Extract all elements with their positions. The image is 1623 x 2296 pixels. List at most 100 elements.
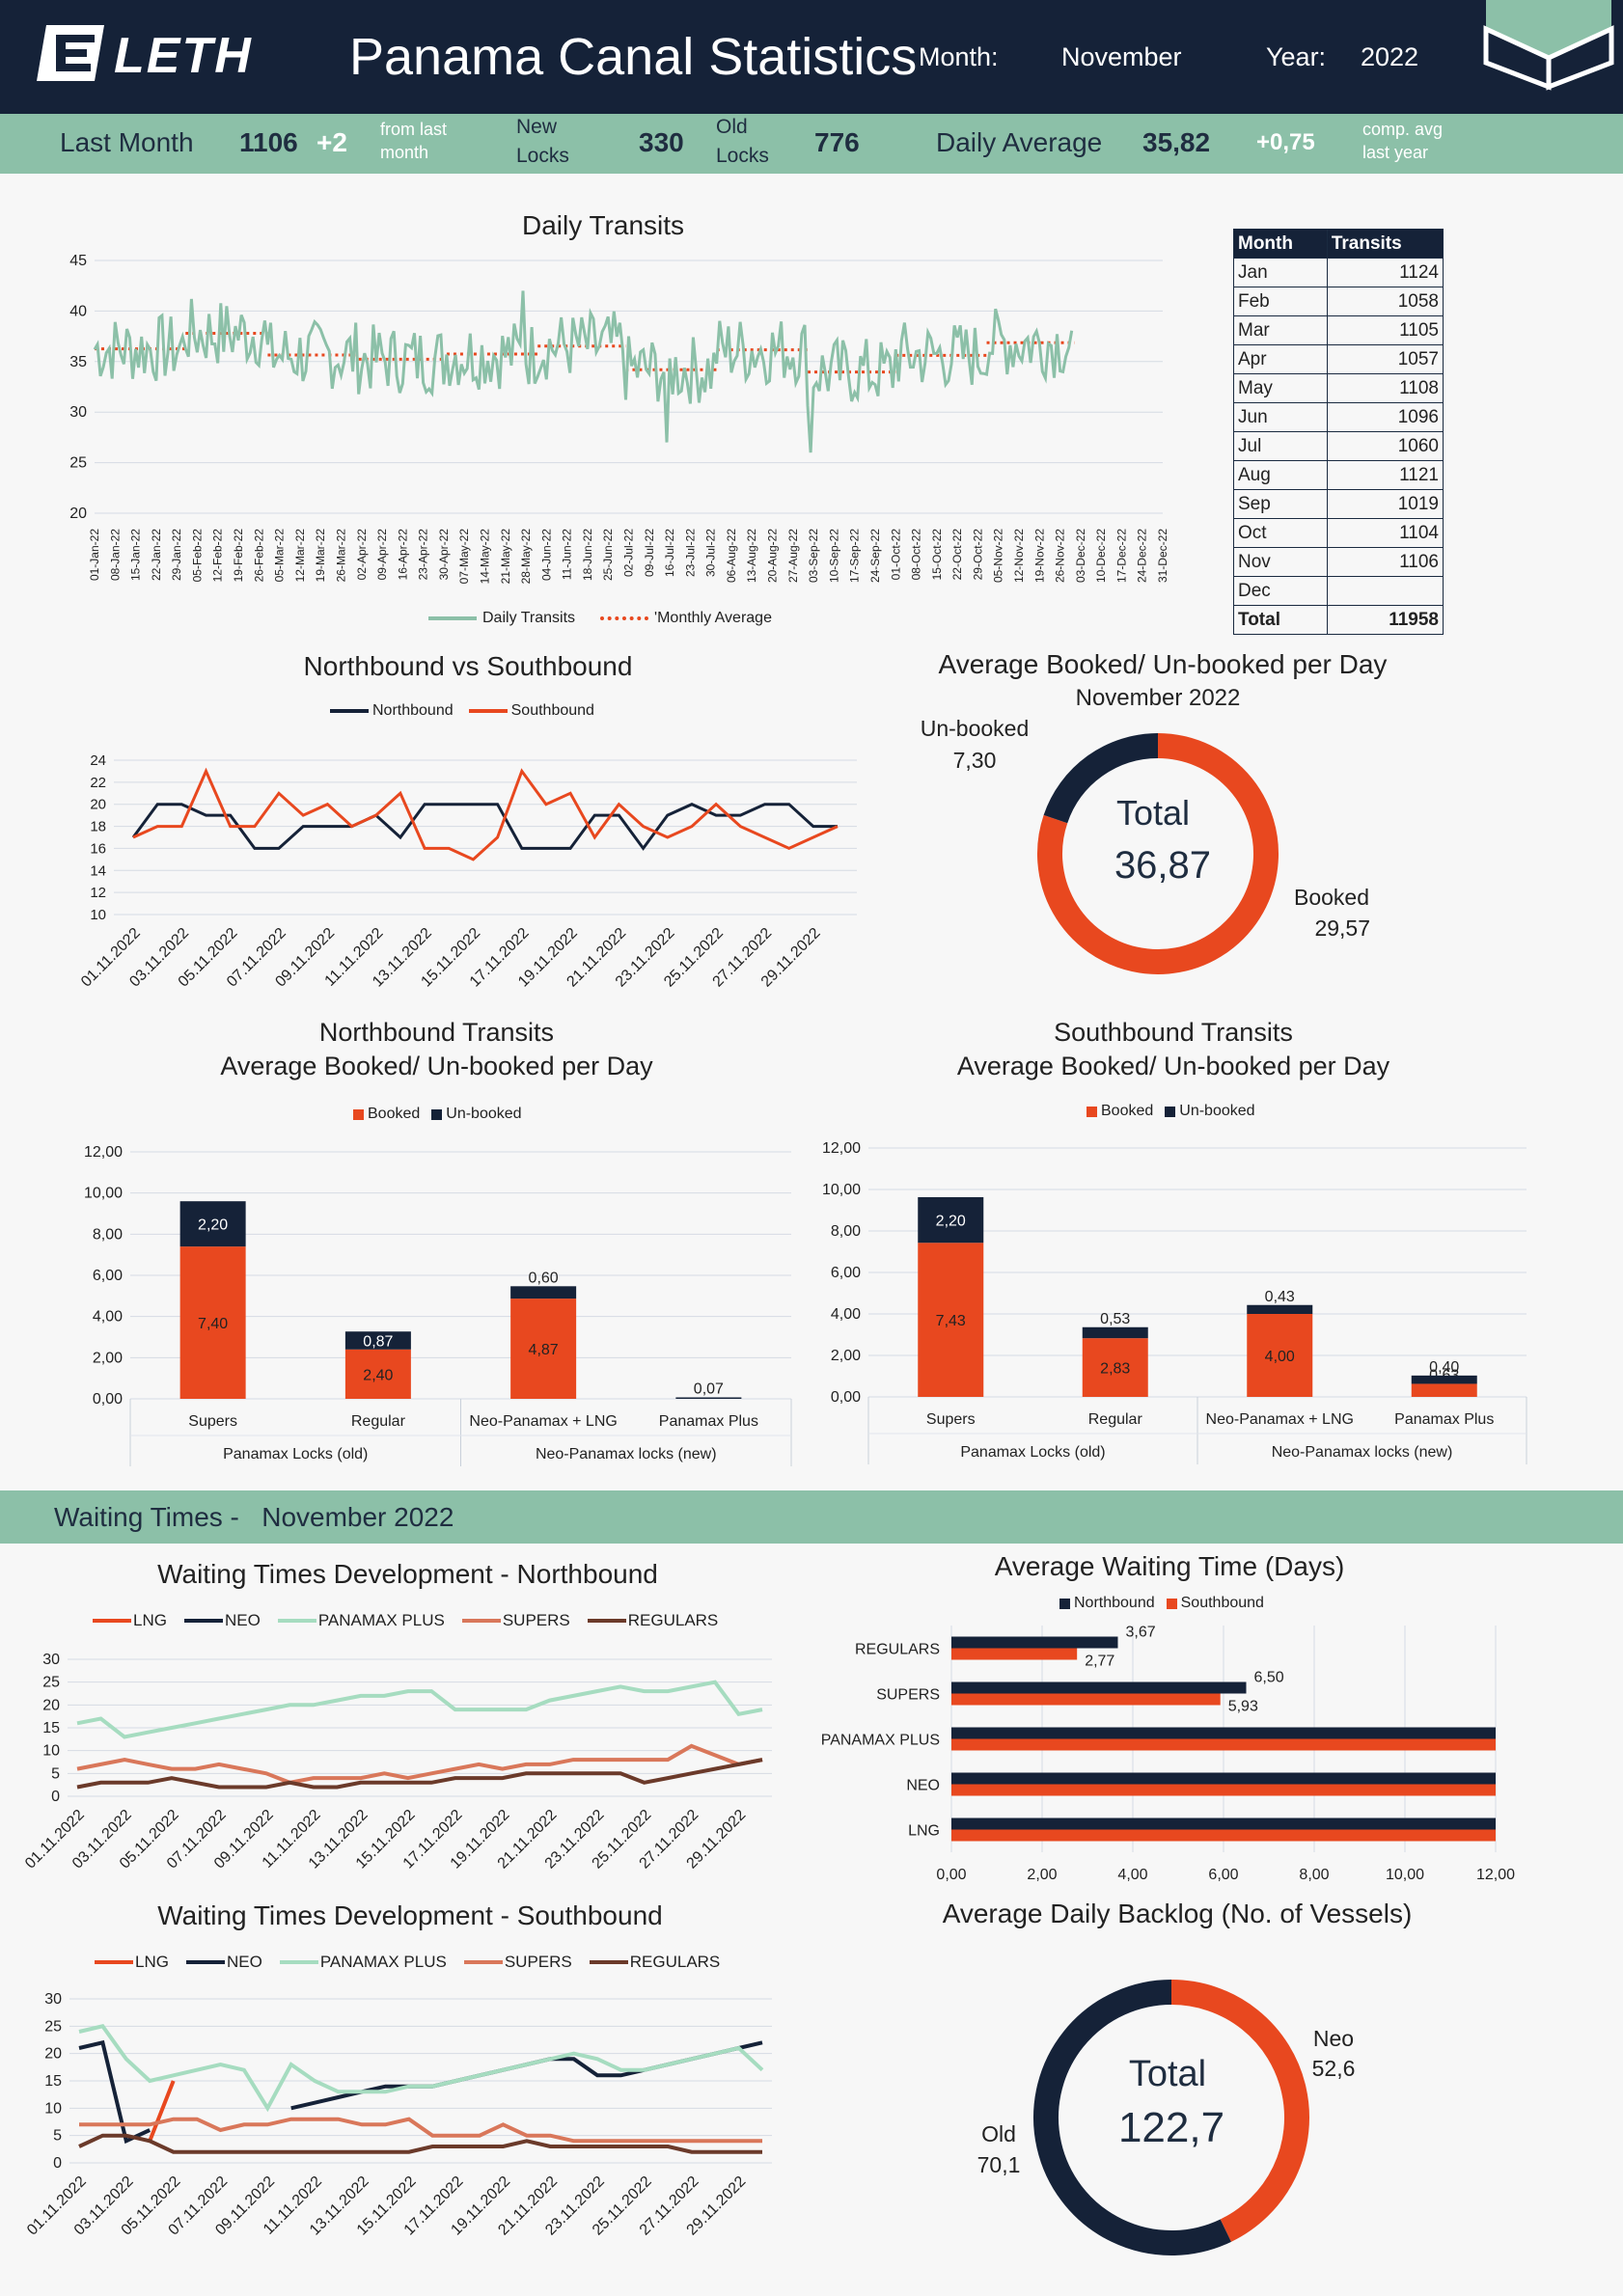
donut-label-booked-value: 29,57 — [1314, 916, 1370, 941]
x-tick-label: 19-Mar-22 — [314, 529, 327, 583]
x-tick-label: 16-Apr-22 — [396, 529, 409, 581]
table-cell-month: Oct — [1233, 518, 1328, 548]
x-tick-label: 10,00 — [1386, 1867, 1424, 1883]
x-tick-label: 26-Nov-22 — [1054, 529, 1067, 583]
wts-chart: 05101520253001.11.202203.11.202205.11.20… — [24, 1991, 772, 2239]
table-cell-transits: 1121 — [1326, 460, 1444, 490]
legend-northbound: Northbound — [372, 702, 454, 719]
page-title: Panama Canal Statistics — [349, 28, 918, 86]
legend-label: REGULARS — [629, 1953, 721, 1971]
x-category-label: Panamax Plus — [1394, 1411, 1494, 1428]
monthly-transits-table: Month Transits Jan 1124 Feb 1058 Mar 1105 Apr 1… — [1233, 229, 1444, 635]
legend-swatch-unbooked — [431, 1108, 443, 1120]
legend-monthly-average: 'Monthly Average — [654, 610, 772, 626]
legend-swatch — [185, 1960, 225, 1964]
table-row: Jul 1060 — [1233, 431, 1444, 461]
x-category-label: Supers — [188, 1413, 237, 1430]
x-tick-label: 02-Apr-22 — [355, 529, 369, 581]
y-tick-label: 30 — [44, 1991, 62, 2008]
y-tick-label: 40 — [69, 303, 87, 319]
series-line-supers — [76, 1743, 763, 1785]
kpi-from-last-1: from last — [380, 120, 448, 139]
month-value[interactable]: November — [1061, 42, 1182, 71]
table-cell-month: Jul — [1233, 431, 1328, 461]
year-value[interactable]: 2022 — [1361, 42, 1419, 71]
bar-booked — [1082, 1338, 1148, 1397]
bar-data-label: 0,40 — [1429, 1359, 1459, 1376]
bar-booked — [1411, 1383, 1477, 1397]
group-label: Neo-Panamax locks (new) — [1272, 1444, 1453, 1461]
kpi-old-locks-1: Old — [716, 116, 748, 138]
wtn-title: Waiting Times Development - Northbound — [157, 1559, 658, 1589]
series-line-supers — [79, 2117, 762, 2144]
bar-un-booked — [675, 1397, 742, 1399]
bar-un-booked — [179, 1201, 246, 1247]
bar-booked — [179, 1246, 246, 1399]
legend-swatch — [461, 1619, 501, 1623]
y-tick-label: 15 — [44, 2073, 62, 2090]
kpi-new-locks-1: New — [516, 116, 558, 138]
legend-sb: Southbound — [1180, 1595, 1264, 1611]
y-tick-label: 0,00 — [831, 1389, 861, 1406]
x-tick-label: 22-Jan-22 — [150, 529, 163, 581]
x-tick-label: 07-May-22 — [457, 529, 471, 585]
table-cell-transits: 1096 — [1326, 402, 1444, 432]
legend-label: NEO — [224, 1611, 261, 1629]
bar-booked — [918, 1243, 984, 1397]
bar-un-booked — [510, 1286, 577, 1299]
kpi-comp-2: last year — [1362, 143, 1429, 162]
legend-swatch-avg — [600, 616, 649, 620]
hbar-data-label: 6,50 — [1254, 1670, 1284, 1686]
x-tick-label: 08-Oct-22 — [910, 529, 923, 581]
sbbar-legend: Booked Un-booked — [1087, 1103, 1255, 1120]
hbar-data-label: 3,67 — [1125, 1625, 1155, 1641]
waiting-times-label: Waiting Times - November 2022 — [54, 1502, 454, 1532]
legend-booked: Booked — [368, 1106, 421, 1122]
nvs-legend: Northbound Southbound — [330, 702, 594, 720]
y-category-label: REGULARS — [855, 1642, 940, 1658]
legend-swatch-southbound — [468, 709, 508, 713]
bar-data-label: 2,83 — [1100, 1361, 1130, 1378]
nbbar-title-1: Northbound Transits — [318, 1018, 555, 1047]
x-tick-label: 26-Mar-22 — [334, 529, 347, 583]
kpi-old-locks-value: 776 — [814, 127, 860, 157]
table-row: Jun 1096 — [1233, 402, 1444, 432]
donut1-title: Average Booked/ Un-booked per Day — [938, 649, 1388, 679]
x-tick-label: 19-Nov-22 — [1032, 529, 1046, 583]
table-row: Apr 1057 — [1233, 344, 1444, 374]
x-tick-label: 08-Jan-22 — [108, 529, 122, 581]
y-tick-label: 10,00 — [822, 1182, 861, 1198]
y-tick-label: 18 — [90, 819, 106, 835]
table-cell-month: May — [1233, 373, 1328, 403]
donut-label-neo-value: 52,6 — [1312, 2056, 1356, 2081]
wtn-legend: LNG NEO PANAMAX PLUS SUPERS REGULARS — [93, 1611, 718, 1630]
y-tick-label: 8,00 — [831, 1223, 861, 1240]
y-tick-label: 5 — [53, 2128, 62, 2145]
y-tick-label: 6,00 — [831, 1265, 861, 1281]
table-cell-transits: 1106 — [1326, 547, 1444, 577]
bar-data-label: 4,87 — [529, 1342, 559, 1358]
series-line-panamax-plus — [76, 1680, 763, 1739]
kpi-new-locks-2: Locks — [516, 145, 569, 167]
avgwait-chart: 0,00 2,00 4,00 6,00 8,00 10,00 12,00 REGULARS 3,… — [821, 1625, 1515, 1884]
y-tick-label: 12,00 — [822, 1140, 861, 1157]
series-line-regulars — [76, 1758, 763, 1790]
x-tick-label: 8,00 — [1299, 1867, 1329, 1883]
kpi-daily-avg-value: 35,82 — [1142, 127, 1211, 157]
x-tick-label: 0,00 — [936, 1867, 966, 1883]
x-tick-label: 12-Nov-22 — [1012, 529, 1026, 583]
y-tick-label: 12 — [90, 885, 106, 901]
donut-slice-neo — [1170, 1980, 1309, 2242]
y-tick-label: 20 — [90, 797, 106, 813]
y-category-label: SUPERS — [876, 1687, 940, 1704]
table-row: Oct 1104 — [1233, 518, 1444, 548]
x-tick-label: 05-Nov-22 — [992, 529, 1005, 583]
y-tick-label: 10 — [90, 907, 106, 923]
table-cell-transits: 1104 — [1326, 518, 1444, 548]
legend-swatch — [93, 1619, 131, 1623]
x-tick-label: 30-Apr-22 — [437, 529, 451, 581]
y-tick-label: 4,00 — [831, 1306, 861, 1323]
legend-unbooked: Un-booked — [446, 1106, 522, 1122]
bar-un-booked — [1082, 1326, 1148, 1339]
x-tick-label: 14-May-22 — [478, 529, 491, 585]
